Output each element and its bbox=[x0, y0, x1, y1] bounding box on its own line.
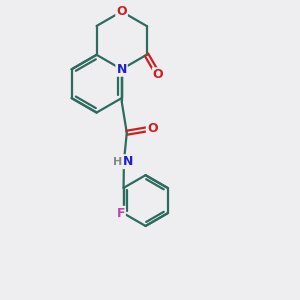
Text: N: N bbox=[116, 63, 127, 76]
Text: O: O bbox=[116, 5, 127, 18]
Text: H: H bbox=[113, 157, 122, 166]
Text: O: O bbox=[153, 68, 164, 81]
Text: F: F bbox=[116, 207, 125, 220]
Text: N: N bbox=[123, 155, 134, 168]
Text: O: O bbox=[147, 122, 158, 135]
